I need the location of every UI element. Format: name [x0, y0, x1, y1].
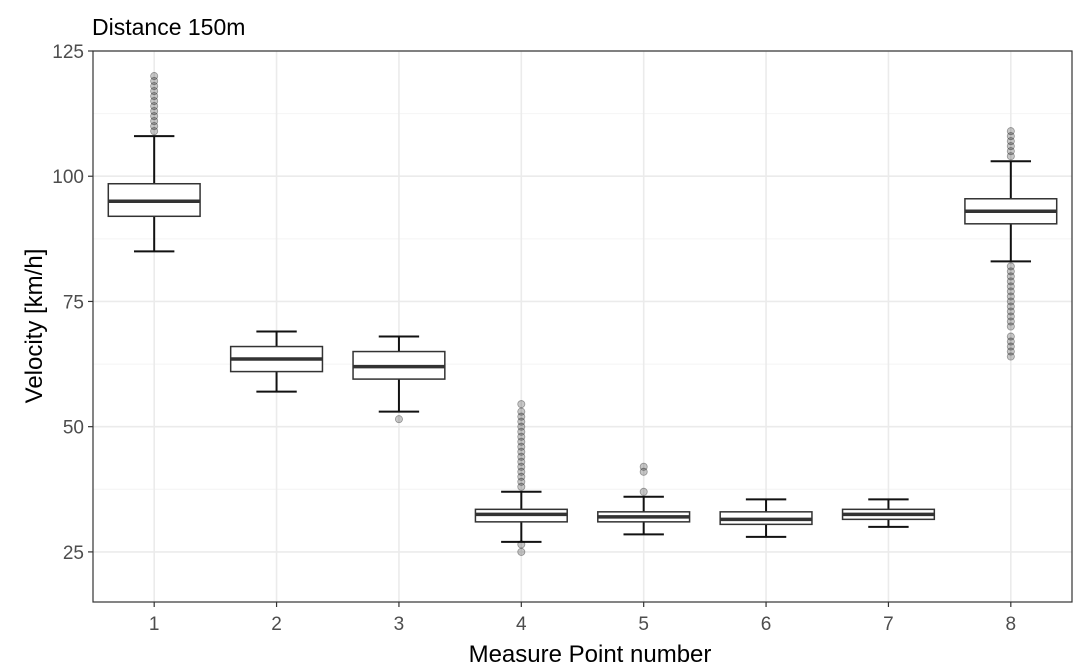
x-tick-label: 7 — [883, 614, 894, 635]
outlier-point — [639, 462, 648, 471]
y-tick-label: 75 — [63, 292, 84, 313]
box-group-7 — [841, 498, 936, 528]
outlier-point — [517, 427, 526, 436]
outlier-point — [639, 487, 648, 496]
x-tick-label: 4 — [516, 614, 527, 635]
outlier-point — [1006, 322, 1015, 331]
outlier-point — [1006, 312, 1015, 321]
outlier-point — [1006, 132, 1015, 141]
outlier-point — [1006, 307, 1015, 316]
outlier-point — [1006, 127, 1015, 136]
outlier-point — [1006, 277, 1015, 286]
outlier-point — [517, 422, 526, 431]
outlier-point — [517, 442, 526, 451]
outlier-point — [1006, 317, 1015, 326]
outlier-point — [1006, 267, 1015, 276]
y-tick-label: 100 — [52, 167, 84, 188]
outlier-point — [150, 77, 159, 86]
box-group-5 — [597, 462, 691, 536]
outlier-point — [517, 482, 526, 491]
outlier-point — [1006, 137, 1015, 146]
outlier-point — [150, 102, 159, 111]
outlier-point — [150, 112, 159, 121]
outlier-point — [517, 447, 526, 456]
outlier-point — [150, 122, 159, 131]
outlier-point — [150, 107, 159, 116]
outlier-point — [517, 462, 526, 471]
x-tick-label: 2 — [271, 614, 282, 635]
outlier-point — [517, 417, 526, 426]
x-tick-label: 5 — [638, 614, 649, 635]
outlier-point — [517, 452, 526, 461]
outlier-point — [517, 547, 526, 556]
x-tick-label: 1 — [149, 614, 160, 635]
box-group-6 — [719, 498, 813, 538]
box-group-3 — [352, 335, 446, 424]
outlier-point — [1006, 152, 1015, 161]
plot-panel-border — [92, 50, 1073, 603]
outlier-point — [1006, 302, 1015, 311]
x-axis-title: Measure Point number — [469, 641, 712, 664]
outlier-point — [1006, 342, 1015, 351]
outlier-point — [517, 407, 526, 416]
outlier-point — [150, 97, 159, 106]
outlier-point — [1006, 297, 1015, 306]
box-marks — [107, 72, 1058, 556]
outlier-point — [1006, 332, 1015, 341]
y-axis-title: Velocity [km/h] — [21, 249, 48, 404]
x-tick-label: 8 — [1006, 614, 1017, 635]
outlier-point — [150, 117, 159, 126]
outlier-point — [517, 437, 526, 446]
outlier-point — [150, 72, 159, 81]
outlier-point — [394, 415, 403, 424]
outlier-point — [1006, 142, 1015, 151]
outlier-point — [517, 457, 526, 466]
outlier-point — [517, 467, 526, 476]
outlier-point — [1006, 272, 1015, 281]
outlier-point — [150, 82, 159, 91]
outlier-point — [517, 477, 526, 486]
chart-title: Distance 150m — [92, 14, 245, 40]
outlier-point — [517, 400, 526, 409]
outlier-point — [150, 87, 159, 96]
x-tick-label: 3 — [394, 614, 405, 635]
axis-ticks: 25 50 75 100 125 1 2 3 4 5 6 7 8 — [52, 42, 1016, 635]
outlier-point — [1006, 292, 1015, 301]
outlier-point — [1006, 347, 1015, 356]
y-tick-label: 50 — [63, 418, 84, 439]
outlier-point — [1006, 352, 1015, 361]
y-tick-label: 125 — [52, 42, 84, 63]
outlier-point — [1006, 287, 1015, 296]
outlier-point — [517, 412, 526, 421]
box-group-2 — [229, 330, 324, 393]
outlier-point — [639, 467, 648, 476]
outlier-point — [517, 472, 526, 481]
outlier-point — [150, 127, 159, 136]
outlier-point — [150, 92, 159, 101]
outlier-point — [1006, 337, 1015, 346]
box-group-4 — [474, 400, 568, 556]
outlier-point — [517, 540, 526, 549]
outlier-point — [1006, 262, 1015, 271]
y-tick-label: 25 — [63, 543, 84, 564]
outlier-point — [1006, 282, 1015, 291]
x-tick-label: 6 — [761, 614, 772, 635]
outlier-point — [1006, 147, 1015, 156]
box-group-1 — [107, 72, 201, 253]
outlier-point — [517, 432, 526, 441]
box-group-8 — [964, 127, 1058, 361]
